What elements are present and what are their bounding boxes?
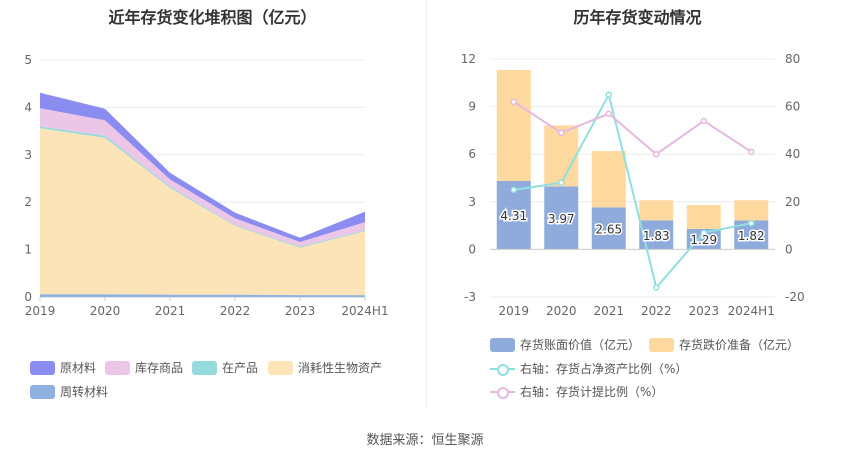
legend-item-impairment-reserve[interactable]: 存货跌价准备（亿元） bbox=[649, 336, 799, 353]
area-series bbox=[40, 294, 365, 297]
right-chart-title: 历年存货变动情况 bbox=[573, 8, 702, 27]
line-point bbox=[510, 186, 517, 194]
x-tick-label: 2020 bbox=[90, 304, 121, 318]
legend-label: 存货跌价准备（亿元） bbox=[679, 338, 800, 352]
bar-data-label: 2.65 bbox=[595, 222, 622, 236]
area-series bbox=[40, 128, 365, 296]
line-series bbox=[513, 100, 752, 156]
legend-item-book-value[interactable]: 存货账面价值（亿元） bbox=[490, 336, 640, 353]
legend-label: 消耗性生物资产 bbox=[298, 361, 383, 375]
line-point bbox=[558, 179, 565, 187]
y2-tick-label: 0 bbox=[785, 242, 793, 256]
x-tick-label: 2024H1 bbox=[341, 304, 388, 318]
bar bbox=[591, 151, 626, 208]
line-point bbox=[510, 98, 517, 106]
legend-label: 周转材料 bbox=[60, 385, 109, 399]
legend-label: 库存商品 bbox=[135, 361, 184, 375]
legend-line-marker bbox=[490, 385, 515, 399]
left-chart-title: 近年存货变化堆积图（亿元） bbox=[108, 8, 317, 27]
y-tick-label: 12 bbox=[461, 52, 476, 66]
y2-tick-label: 60 bbox=[785, 100, 800, 114]
area-series bbox=[40, 92, 365, 242]
legend-item-raw-materials[interactable]: 原材料 bbox=[30, 359, 96, 376]
y-tick-label: 6 bbox=[468, 147, 476, 161]
x-tick-label: 2019 bbox=[498, 304, 529, 318]
line-point bbox=[653, 284, 660, 291]
legend-item-finished-goods[interactable]: 库存商品 bbox=[105, 359, 183, 376]
line-point bbox=[653, 150, 660, 158]
panel-divider bbox=[426, 0, 427, 408]
x-tick-label: 2023 bbox=[285, 304, 316, 318]
x-tick-label: 2020 bbox=[546, 304, 577, 318]
legend-swatch bbox=[105, 360, 130, 375]
legend-label: 在产品 bbox=[222, 361, 259, 375]
bar bbox=[496, 69, 531, 182]
x-tick-label: 2021 bbox=[155, 304, 186, 318]
bar-data-label: 4.31 bbox=[500, 209, 527, 223]
area-series bbox=[40, 108, 365, 247]
x-tick-label: 2022 bbox=[220, 304, 251, 318]
line-point bbox=[558, 129, 565, 137]
y-tick-label: 0 bbox=[24, 290, 32, 304]
bar bbox=[544, 186, 579, 250]
x-tick-label: 2022 bbox=[641, 304, 672, 318]
bar-data-label: 3.97 bbox=[548, 212, 575, 226]
legend-label: 存货账面价值（亿元） bbox=[520, 338, 641, 352]
y-tick-label: 3 bbox=[468, 195, 476, 209]
legend-item-provision-ratio[interactable]: 右轴：存货计提比例（%） bbox=[490, 383, 663, 400]
legend-swatch bbox=[30, 384, 55, 399]
x-tick-label: 2023 bbox=[688, 304, 719, 318]
line-point bbox=[700, 117, 707, 125]
bar-data-label: 1.29 bbox=[690, 233, 717, 247]
bar bbox=[686, 228, 721, 250]
line-point bbox=[700, 229, 707, 236]
x-tick-label: 2019 bbox=[25, 304, 56, 318]
y-tick-label: 2 bbox=[24, 195, 32, 209]
legend-item-turnover-materials[interactable]: 周转材料 bbox=[30, 383, 108, 400]
y-tick-label: -3 bbox=[464, 290, 476, 304]
legend-swatch bbox=[268, 360, 293, 375]
stacked-area-chart: 0 1 2 3 4 5 2019 2020 2021 2022 2023 2024H1 bbox=[24, 53, 388, 318]
x-tick-label: 2024H1 bbox=[728, 304, 775, 318]
bar bbox=[639, 200, 674, 221]
line-point bbox=[605, 91, 612, 98]
y-tick-label: 4 bbox=[24, 100, 32, 114]
legend-label: 右轴：存货计提比例（%） bbox=[520, 385, 664, 399]
y2-tick-label: 20 bbox=[785, 195, 800, 209]
y-tick-label: 1 bbox=[24, 243, 32, 257]
combo-bar-line-chart: -3 0 3 6 9 12 -20 0 20 40 60 80 2019 2020 2021 2022 2023… bbox=[461, 52, 805, 318]
y2-tick-label: -20 bbox=[785, 290, 805, 304]
legend-swatch bbox=[490, 337, 515, 352]
legend-swatch bbox=[192, 360, 217, 375]
bar bbox=[591, 207, 626, 250]
legend-line-marker bbox=[490, 362, 515, 376]
line-point bbox=[605, 110, 612, 117]
y-tick-label: 9 bbox=[468, 100, 476, 114]
legend-swatch bbox=[30, 360, 55, 375]
line-series bbox=[513, 91, 752, 290]
legend-item-net-asset-ratio[interactable]: 右轴：存货占净资产比例（%） bbox=[490, 360, 687, 377]
legend-item-work-in-progress[interactable]: 在产品 bbox=[192, 359, 258, 376]
x-tick-label: 2021 bbox=[593, 304, 624, 318]
bar-data-label: 1.83 bbox=[643, 229, 670, 243]
line-point bbox=[748, 219, 755, 227]
y-tick-label: 5 bbox=[24, 53, 32, 67]
data-source-note: 数据来源：恒生聚源 bbox=[366, 433, 484, 448]
y-tick-label: 0 bbox=[468, 242, 476, 256]
bar-data-label: 1.82 bbox=[738, 229, 765, 243]
y2-tick-label: 40 bbox=[785, 147, 800, 161]
legend-swatch bbox=[649, 337, 674, 352]
legend-label: 原材料 bbox=[60, 361, 97, 375]
legend-label: 右轴：存货占净资产比例（%） bbox=[520, 362, 688, 376]
y2-tick-label: 80 bbox=[785, 52, 800, 66]
y-tick-label: 3 bbox=[24, 148, 32, 162]
legend-item-biological-assets[interactable]: 消耗性生物资产 bbox=[268, 359, 382, 376]
line-point bbox=[748, 148, 755, 156]
bar bbox=[686, 204, 721, 229]
bar bbox=[734, 200, 769, 221]
